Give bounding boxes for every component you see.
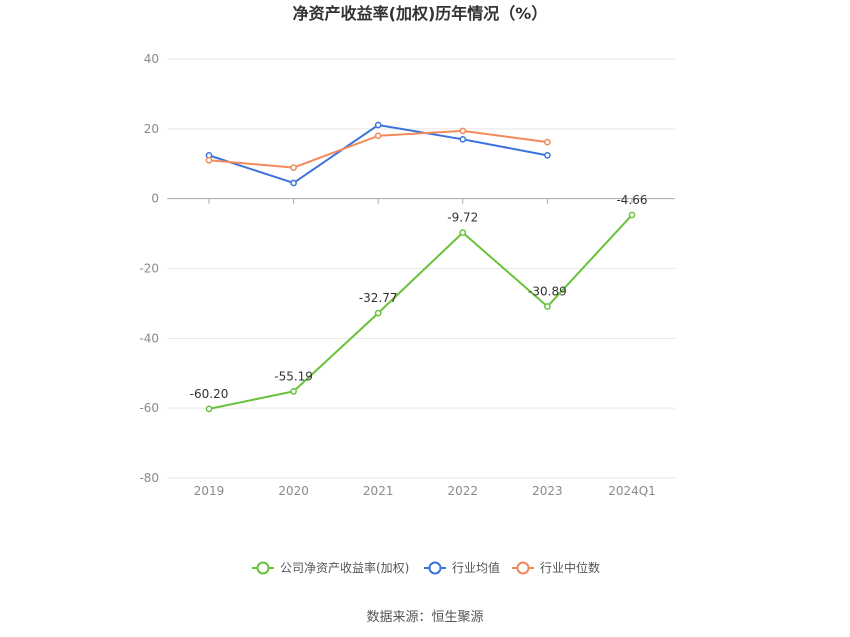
x-tick-label: 2022 bbox=[448, 484, 479, 498]
x-tick-label: 2019 bbox=[194, 484, 225, 498]
data-point[interactable] bbox=[374, 309, 382, 317]
y-tick-label: 40 bbox=[144, 52, 159, 66]
data-point[interactable] bbox=[290, 388, 297, 395]
y-tick-label: 0 bbox=[151, 192, 159, 206]
data-point[interactable] bbox=[544, 138, 551, 146]
legend-item-0[interactable]: 公司净资产收益率(加权) bbox=[252, 560, 409, 575]
data-point[interactable] bbox=[290, 179, 297, 187]
legend-label: 行业均值 bbox=[452, 560, 500, 575]
y-tick-label: -80 bbox=[139, 471, 159, 485]
grid-lines bbox=[167, 58, 675, 479]
series-lines bbox=[208, 123, 633, 410]
data-point[interactable] bbox=[459, 229, 467, 236]
x-tick-label: 2020 bbox=[278, 484, 309, 498]
y-tick-label: 20 bbox=[144, 122, 159, 136]
data-label: -55.19 bbox=[274, 369, 313, 383]
x-axis: 2019 2020 2021 2022 2023 2024Q1 bbox=[194, 198, 656, 498]
data-point[interactable] bbox=[459, 135, 467, 143]
legend-label: 行业中位数 bbox=[540, 560, 600, 575]
data-point[interactable] bbox=[205, 156, 213, 164]
data-labels: -60.20 -55.19 -32.77 -9.72 -30.89 -4.66 bbox=[190, 193, 648, 401]
x-tick-label: 2024Q1 bbox=[608, 484, 656, 498]
data-point[interactable] bbox=[628, 211, 636, 219]
x-tick-label: 2021 bbox=[363, 484, 394, 498]
data-point[interactable] bbox=[374, 132, 382, 140]
y-axis: 40 20 0 -20 -40 -60 -80 bbox=[139, 52, 159, 485]
data-point[interactable] bbox=[544, 152, 551, 159]
data-label: -9.72 bbox=[447, 211, 478, 225]
data-label: -32.77 bbox=[359, 291, 398, 305]
legend-item-1[interactable]: 行业均值 bbox=[424, 560, 500, 575]
series-points bbox=[205, 121, 636, 413]
data-source: 数据来源：恒生聚源 bbox=[366, 610, 483, 625]
y-tick-label: -20 bbox=[139, 262, 159, 276]
data-label: -60.20 bbox=[190, 387, 229, 401]
legend-marker-icon bbox=[256, 561, 270, 575]
data-point[interactable] bbox=[205, 405, 213, 413]
chart-title: 净资产收益率(加权)历年情况（%） bbox=[293, 4, 548, 23]
data-point[interactable] bbox=[374, 121, 382, 129]
legend-marker-icon bbox=[516, 561, 530, 575]
data-point[interactable] bbox=[459, 127, 467, 135]
x-tick-label: 2023 bbox=[532, 484, 563, 498]
y-tick-label: -40 bbox=[139, 331, 159, 345]
data-point[interactable] bbox=[290, 164, 297, 171]
legend-item-2[interactable]: 行业中位数 bbox=[512, 560, 600, 575]
data-point[interactable] bbox=[544, 303, 551, 310]
legend[interactable]: 公司净资产收益率(加权) 行业均值 行业中位数 bbox=[252, 560, 600, 575]
series-line-0 bbox=[208, 214, 633, 410]
legend-marker-icon bbox=[428, 561, 442, 575]
data-label: -4.66 bbox=[616, 193, 647, 207]
data-label: -30.89 bbox=[528, 285, 567, 299]
legend-label: 公司净资产收益率(加权) bbox=[280, 560, 409, 575]
y-tick-label: -60 bbox=[139, 401, 159, 415]
